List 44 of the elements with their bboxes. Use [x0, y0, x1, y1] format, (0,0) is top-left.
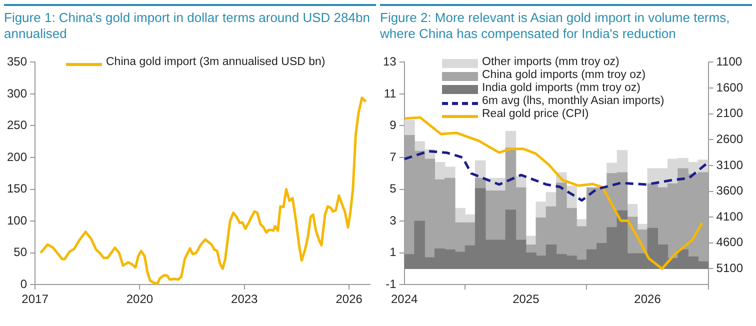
legend-label: Other imports (mm troy oz) [482, 56, 620, 69]
legend-label: China gold imports (mm troy oz) [482, 69, 646, 82]
bar [505, 130, 516, 148]
y-tick-label: 0 [20, 276, 28, 291]
y-tick-label: 350 [6, 54, 28, 69]
bar [626, 204, 638, 218]
legend-label: China gold import (3m annualised USD bn) [106, 56, 326, 69]
y2-tick-label: 1100 [716, 54, 742, 69]
y-tick-label: 300 [6, 86, 28, 100]
x-tick-label: 2023 [231, 292, 258, 306]
y2-tick-label: 5100 [716, 261, 744, 276]
y2-tick-label: 4100 [716, 209, 744, 224]
x-tick-label: 2026 [336, 292, 363, 306]
y-tick-label: 150 [6, 182, 28, 196]
x-tick-label: 2025 [512, 292, 540, 306]
y-tick-label: -1 [386, 276, 397, 291]
y-tick-label: 9 [390, 118, 397, 132]
y2-tick-label: 3600 [716, 184, 744, 198]
x-tick-label: 2020 [126, 292, 154, 306]
chart-title: Figure 2: More relevant is Asian gold import in volume terms, where China has compensated for India's reduction [380, 4, 752, 52]
y2-tick-label: 1600 [716, 80, 744, 94]
legend-label: 6m avg (lhs, monthly Asian imports) [482, 95, 664, 108]
chart-title: Figure 1: China's gold import in dollar terms around USD 284bn annualised [4, 4, 376, 52]
x-tick-label: 2026 [634, 292, 662, 306]
y2-tick-label: 2100 [716, 106, 744, 120]
y-tick-label: 7 [390, 150, 397, 164]
y-tick-label: 250 [6, 118, 28, 132]
y-tick-label: 200 [6, 150, 28, 164]
y2-tick-label: 2600 [716, 132, 744, 146]
y2-tick-label: 4600 [716, 235, 744, 250]
line-series [404, 150, 708, 202]
x-tick-label: 2024 [390, 292, 418, 306]
y-tick-label: 100 [6, 213, 28, 228]
legend-label: Real gold price (CPI) [482, 108, 589, 121]
y-tick-label: 50 [14, 245, 28, 260]
bar [404, 120, 415, 136]
y-tick-label: 13 [382, 54, 397, 69]
y2-tick-label: 3100 [716, 158, 744, 172]
x-tick-label: 2017 [22, 292, 49, 306]
y-tick-label: 1 [390, 245, 397, 260]
legend-label: India gold imports (mm troy oz) [482, 82, 640, 95]
y-tick-label: 3 [390, 213, 397, 228]
y-tick-label: 11 [384, 86, 397, 100]
y-tick-label: 5 [390, 182, 397, 196]
